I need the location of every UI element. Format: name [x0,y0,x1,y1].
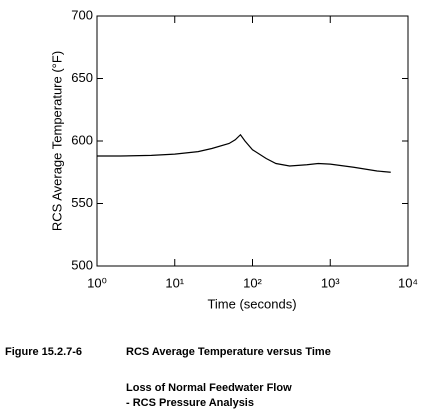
y-tick-label: 500 [71,257,93,272]
y-tick-label: 650 [71,70,93,85]
x-tick-label: 10⁴ [398,275,418,290]
y-tick-label: 700 [71,7,93,22]
caption-line: - RCS Pressure Analysis [126,397,254,409]
x-tick-label: 10¹ [165,275,184,290]
y-tick-label: 600 [71,132,93,147]
y-tick-label: 550 [71,195,93,210]
x-tick-label: 10² [243,275,262,290]
x-tick-label: 10⁰ [87,275,107,290]
plot-frame [96,15,409,267]
figure-title: RCS Average Temperature versus Time [126,346,331,358]
caption-line: Loss of Normal Feedwater Flow [126,382,292,394]
data-line [97,133,391,173]
y-axis-label: RCS Average Temperature (°F) [49,51,64,231]
figure-number: Figure 15.2.7-6 [5,346,82,358]
x-axis-label: Time (seconds) [207,296,296,311]
x-tick-label: 10³ [321,275,340,290]
